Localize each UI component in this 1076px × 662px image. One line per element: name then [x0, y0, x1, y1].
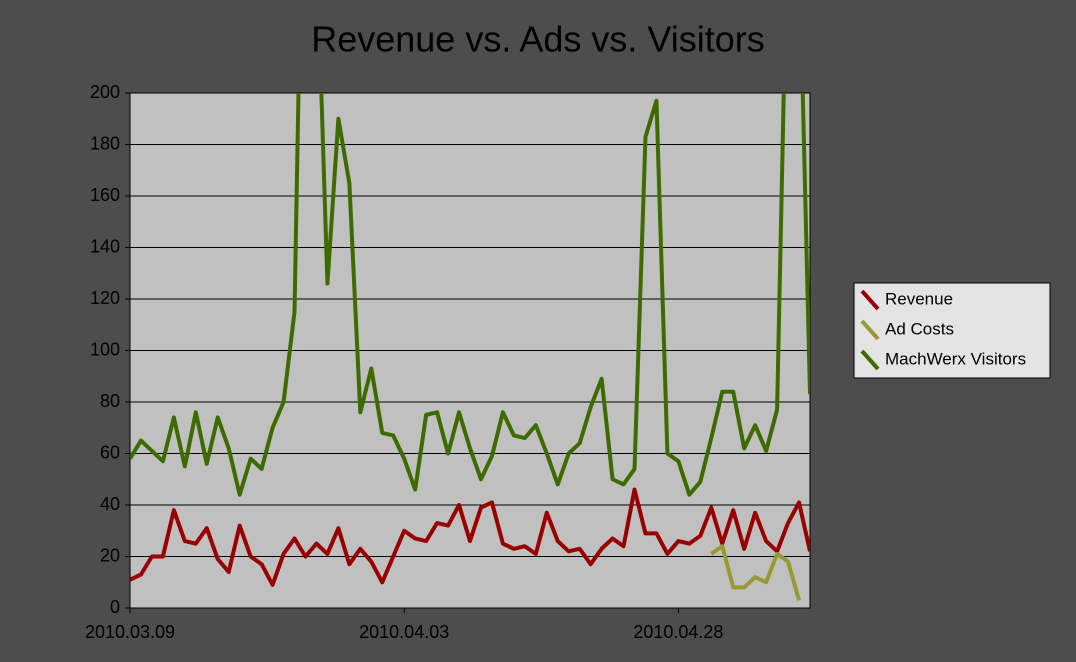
y-tick-label: 100: [90, 339, 120, 359]
y-tick-label: 60: [100, 442, 120, 462]
y-tick-label: 120: [90, 288, 120, 308]
y-tick-label: 80: [100, 391, 120, 411]
y-tick-label: 20: [100, 545, 120, 565]
legend-swatch: [860, 319, 880, 341]
series-line: [710, 544, 801, 601]
y-tick-label: 200: [90, 82, 120, 102]
series-line: [130, 93, 810, 497]
y-tick-label: 40: [100, 494, 120, 514]
series-line: [130, 487, 810, 587]
x-tick-label: 2010.04.03: [359, 622, 449, 642]
series-group: [130, 93, 810, 601]
x-tick-label: 2010.04.28: [633, 622, 723, 642]
y-tick-label: 160: [90, 185, 120, 205]
legend-label: Revenue: [885, 289, 953, 308]
y-tick-label: 180: [90, 133, 120, 153]
x-tick-label: 2010.03.09: [85, 622, 175, 642]
y-tick-label: 0: [110, 597, 120, 617]
legend: [853, 282, 1051, 379]
legend-swatch: [860, 289, 880, 311]
legend-label: MachWerx Visitors: [885, 349, 1026, 368]
legend-swatch: [860, 349, 880, 371]
y-tick-label: 140: [90, 236, 120, 256]
legend-label: Ad Costs: [885, 319, 954, 338]
chart-title: Revenue vs. Ads vs. Visitors: [311, 19, 765, 60]
